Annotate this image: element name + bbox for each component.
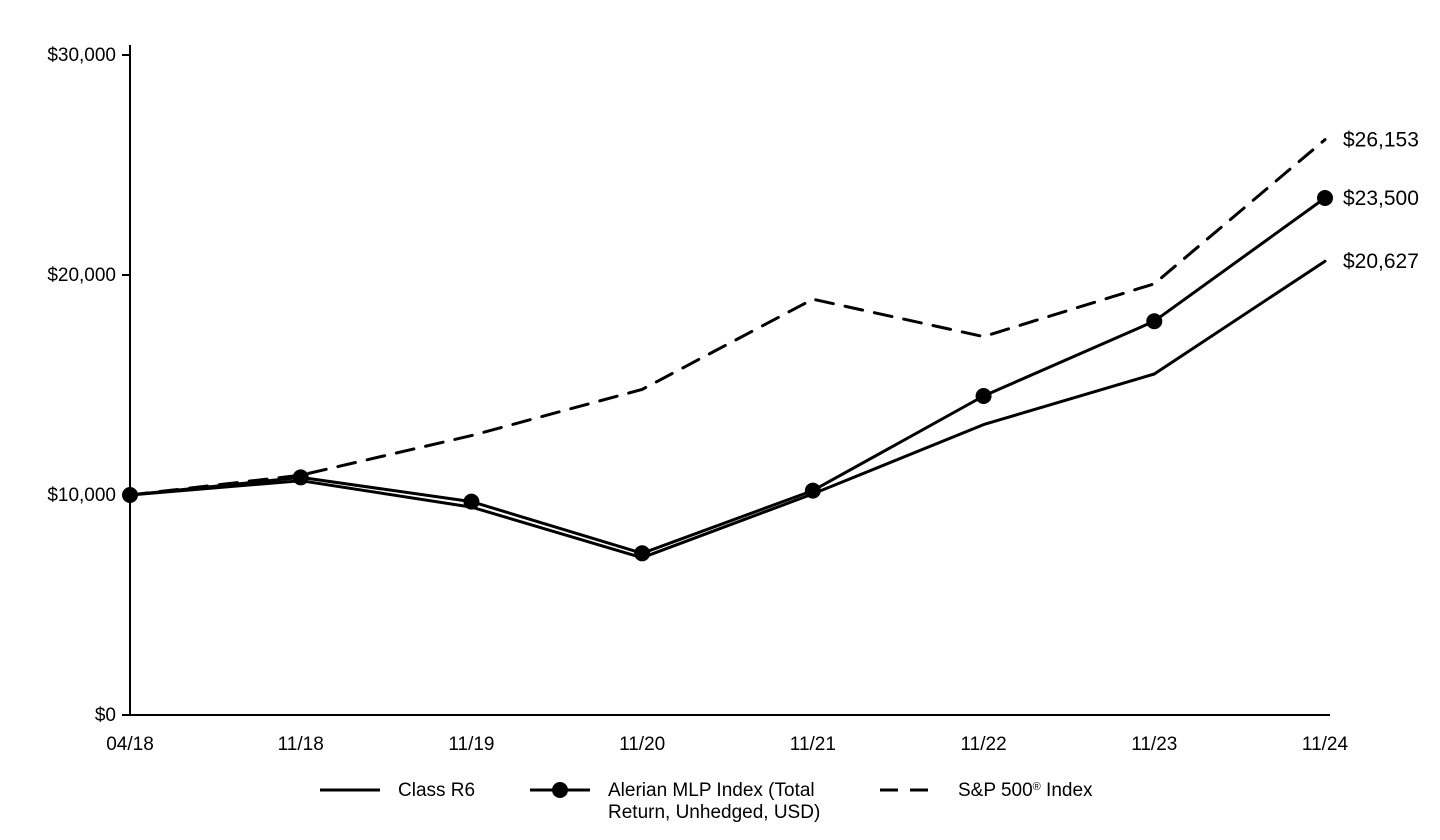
marker-alerian bbox=[976, 388, 992, 404]
legend-label-alerian-2: Return, Unhedged, USD) bbox=[608, 802, 820, 823]
y-tick-label: $10,000 bbox=[47, 485, 116, 506]
legend-label-class-r6: Class R6 bbox=[398, 780, 475, 801]
y-tick-label: $0 bbox=[95, 705, 116, 726]
growth-of-10k-chart: $0 $10,000 $20,000 $30,000 04/18 11/18 11/19 11… bbox=[0, 0, 1440, 840]
end-label-alerian: $23,500 bbox=[1343, 187, 1419, 210]
series-class_r6 bbox=[130, 261, 1325, 557]
x-tick-label: 04/18 bbox=[106, 734, 154, 755]
legend-label-sp500: S&P 500® Index bbox=[958, 780, 1093, 801]
x-tick-label: 11/23 bbox=[1131, 734, 1177, 755]
series-sp500 bbox=[130, 140, 1325, 495]
x-tick-label: 11/24 bbox=[1302, 734, 1349, 755]
y-tick-label: $30,000 bbox=[47, 45, 116, 66]
x-tick-label: 11/22 bbox=[961, 734, 1007, 755]
end-label-class_r6: $20,627 bbox=[1343, 250, 1419, 273]
marker-alerian bbox=[1317, 190, 1333, 206]
legend-label-alerian-1: Alerian MLP Index (Total bbox=[608, 780, 815, 801]
x-tick-label: 11/18 bbox=[278, 734, 324, 755]
x-tick-label: 11/20 bbox=[619, 734, 665, 755]
end-label-sp500: $26,153 bbox=[1343, 129, 1419, 152]
x-tick-label: 11/19 bbox=[448, 734, 494, 755]
x-tick-label: 11/21 bbox=[790, 734, 836, 755]
y-tick-label: $20,000 bbox=[47, 265, 116, 286]
marker-alerian bbox=[1146, 313, 1162, 329]
legend-marker-alerian bbox=[552, 782, 568, 798]
